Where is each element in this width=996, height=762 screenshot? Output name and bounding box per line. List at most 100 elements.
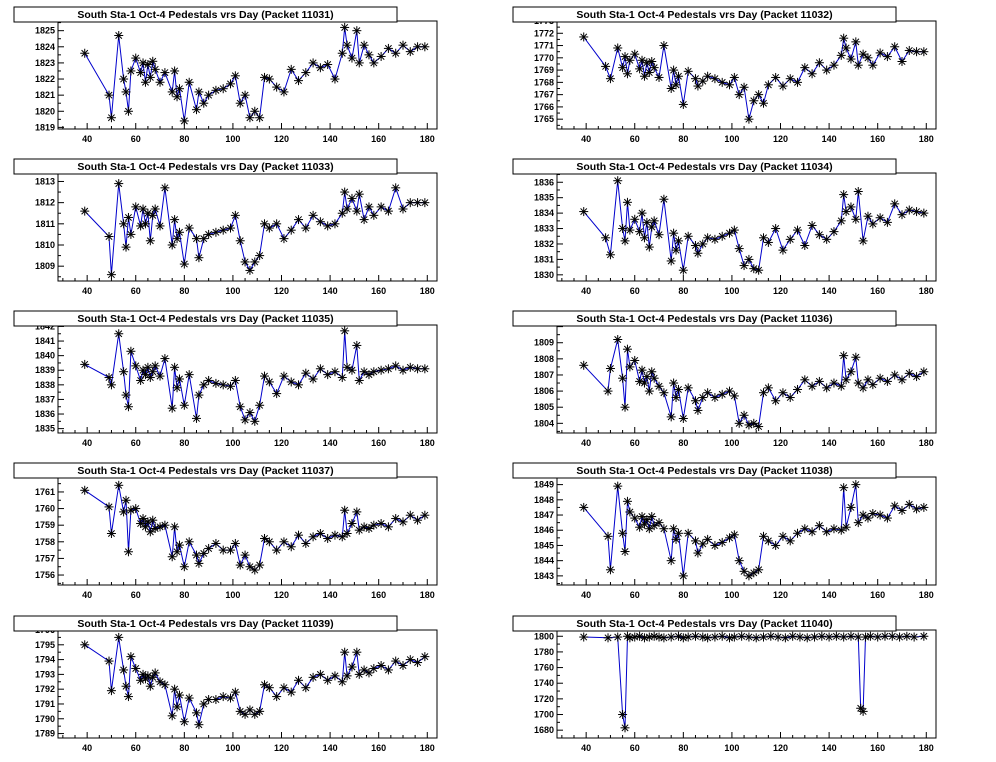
data-point bbox=[851, 37, 861, 47]
data-point bbox=[170, 66, 180, 76]
chart-title-box bbox=[13, 6, 398, 23]
x-tick-label: 120 bbox=[274, 743, 289, 753]
data-area bbox=[579, 32, 929, 124]
data-point bbox=[420, 364, 430, 374]
y-tick-label: 1835 bbox=[534, 193, 554, 203]
y-tick-label: 1847 bbox=[534, 510, 554, 520]
data-point bbox=[678, 571, 688, 581]
data-point bbox=[603, 531, 613, 541]
data-point bbox=[613, 335, 623, 345]
data-point bbox=[693, 548, 703, 558]
data-area bbox=[579, 631, 929, 733]
data-point bbox=[398, 204, 408, 214]
data-point bbox=[160, 520, 170, 530]
x-tick-label: 40 bbox=[82, 134, 92, 144]
data-point bbox=[286, 687, 296, 697]
data-point bbox=[729, 225, 739, 235]
chart-panel: 40 60 80 100 120 140 160 180 1809 1810 1811 1812 181… bbox=[13, 158, 438, 296]
x-tick-label: 140 bbox=[822, 743, 837, 753]
data-point bbox=[793, 384, 803, 394]
y-tick-label: 1794 bbox=[35, 655, 55, 665]
data-point bbox=[80, 359, 90, 369]
data-point bbox=[308, 532, 318, 542]
data-point bbox=[858, 706, 868, 716]
data-point bbox=[391, 48, 401, 58]
data-point bbox=[376, 51, 386, 61]
data-point bbox=[669, 65, 679, 75]
data-point bbox=[323, 221, 333, 231]
data-point bbox=[863, 53, 873, 63]
data-point bbox=[793, 528, 803, 538]
data-point bbox=[315, 63, 325, 73]
data-point bbox=[121, 390, 131, 400]
data-point bbox=[369, 367, 379, 377]
chart-title-box bbox=[13, 615, 398, 632]
data-point bbox=[654, 381, 664, 391]
y-tick-label: 1809 bbox=[534, 338, 554, 348]
data-point bbox=[846, 502, 856, 512]
data-point bbox=[369, 210, 379, 220]
y-tick-label: 1772 bbox=[534, 28, 554, 38]
chart-panel: 40 60 80 100 120 140 160 180 1765 1766 1767 1768 176… bbox=[512, 6, 937, 144]
y-tick-label: 1825 bbox=[35, 26, 55, 36]
data-point bbox=[364, 202, 374, 212]
data-point bbox=[904, 205, 914, 215]
data-point bbox=[405, 362, 415, 372]
data-point bbox=[364, 50, 374, 60]
data-point bbox=[759, 233, 769, 243]
data-point bbox=[800, 375, 810, 385]
data-point bbox=[308, 58, 318, 68]
data-point bbox=[822, 527, 832, 537]
x-tick-label: 160 bbox=[371, 134, 386, 144]
chart-panel: 40 60 80 100 120 140 160 180 1830 1831 1832 1833 183… bbox=[512, 158, 937, 296]
x-tick-label: 80 bbox=[179, 438, 189, 448]
data-point bbox=[199, 98, 209, 108]
data-point bbox=[359, 40, 369, 50]
data-point bbox=[204, 543, 214, 553]
data-point bbox=[644, 242, 654, 252]
data-point bbox=[839, 190, 849, 200]
data-point bbox=[654, 518, 664, 528]
data-point bbox=[184, 537, 194, 547]
data-point bbox=[751, 633, 761, 643]
data-point bbox=[106, 380, 116, 390]
chart-panel: 40 60 80 100 120 140 160 180 1756 1757 1758 1759 176… bbox=[13, 462, 438, 600]
data-point bbox=[749, 418, 759, 428]
data-point bbox=[637, 208, 647, 218]
y-tick-label: 1800 bbox=[534, 631, 554, 641]
data-point bbox=[294, 76, 304, 86]
data-point bbox=[191, 413, 201, 423]
data-point bbox=[340, 647, 350, 657]
data-point bbox=[622, 344, 632, 354]
data-point bbox=[846, 202, 856, 212]
data-point bbox=[230, 687, 240, 697]
data-point bbox=[647, 512, 657, 522]
data-point bbox=[863, 211, 873, 221]
data-point bbox=[690, 536, 700, 546]
data-point bbox=[912, 372, 922, 382]
data-point bbox=[138, 514, 148, 524]
data-point bbox=[671, 245, 681, 255]
data-point bbox=[420, 510, 430, 520]
data-point bbox=[666, 632, 676, 642]
data-point bbox=[647, 367, 657, 377]
data-point bbox=[114, 329, 124, 339]
data-point bbox=[194, 558, 204, 568]
data-point bbox=[613, 176, 623, 186]
data-point bbox=[337, 373, 347, 383]
data-point bbox=[763, 536, 773, 546]
data-point bbox=[637, 512, 647, 522]
y-tick-label: 1841 bbox=[35, 336, 55, 346]
data-point bbox=[126, 346, 136, 356]
data-point bbox=[807, 527, 817, 537]
data-point bbox=[795, 632, 805, 642]
data-point bbox=[413, 658, 423, 668]
data-point bbox=[895, 632, 905, 642]
data-point bbox=[683, 528, 693, 538]
data-point bbox=[315, 528, 325, 538]
data-point bbox=[250, 106, 260, 116]
x-tick-label: 100 bbox=[724, 743, 739, 753]
data-point bbox=[836, 525, 846, 535]
data-point bbox=[255, 113, 265, 123]
data-point bbox=[800, 63, 810, 73]
